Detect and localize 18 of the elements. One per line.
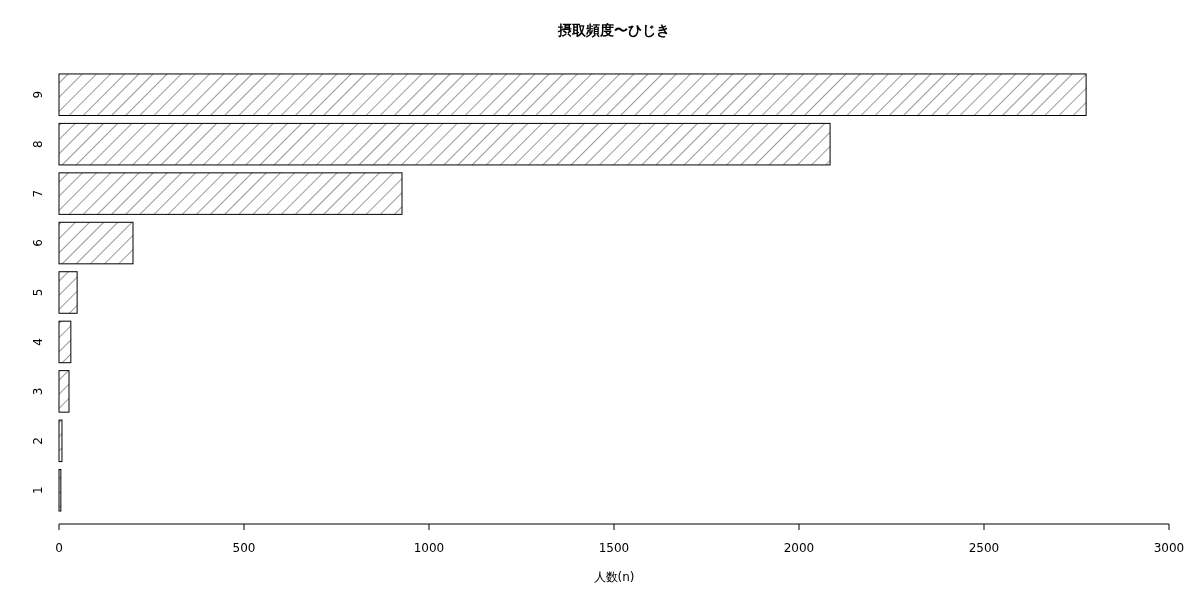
chart-title: 摂取頻度〜ひじき (557, 22, 670, 38)
x-axis-title: 人数(n) (593, 570, 635, 584)
x-tick-label: 500 (232, 541, 256, 555)
y-tick-label: 8 (31, 140, 45, 148)
x-tick-label: 1000 (413, 541, 445, 555)
y-tick-label: 7 (31, 189, 45, 198)
y-tick-label: 9 (31, 90, 45, 99)
y-tick-label: 5 (31, 288, 45, 297)
y-tick-label: 1 (31, 486, 45, 495)
x-tick-label: 1500 (598, 541, 630, 555)
x-tick-label: 3000 (1153, 541, 1185, 555)
y-tick-label: 3 (31, 387, 45, 396)
y-tick-label: 2 (31, 437, 45, 445)
y-tick-label: 6 (31, 239, 45, 247)
x-tick-label: 2500 (968, 541, 1000, 555)
x-tick-label: 0 (55, 541, 63, 555)
y-tick-label: 4 (31, 338, 45, 346)
x-tick-label: 2000 (783, 541, 815, 555)
